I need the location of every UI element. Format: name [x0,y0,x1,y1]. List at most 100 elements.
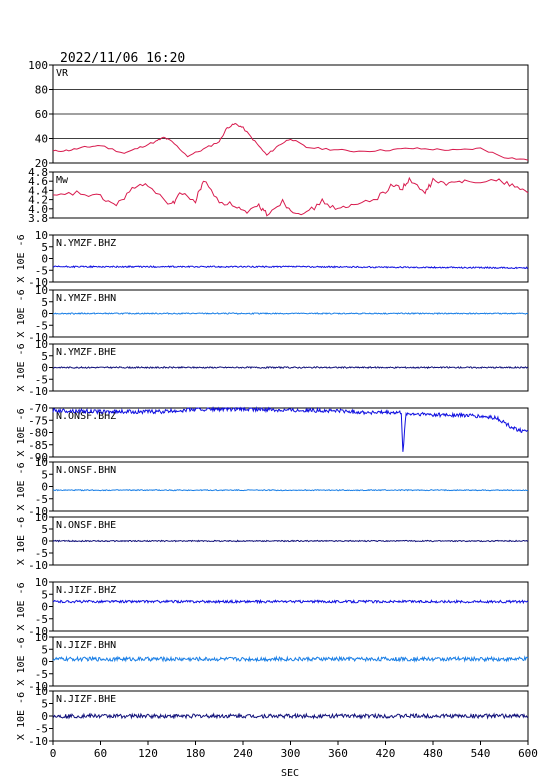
x-tick-label: 180 [186,747,206,760]
units-label: X 10E -6 [16,582,27,630]
y-tick-label: 0 [41,656,48,669]
y-tick-label: -10 [28,735,48,748]
y-tick-label: 100 [28,59,48,72]
y-tick-label: -5 [35,613,48,626]
panel-label: N.YMZF.BHN [56,293,116,304]
y-tick-label: 4.8 [28,166,48,179]
y-tick-label: -75 [28,414,48,427]
y-tick-label: -10 [28,559,48,572]
x-tick-label: 60 [94,747,107,760]
y-tick-label: 5 [41,523,48,536]
y-tick-label: 5 [41,296,48,309]
y-tick-label: -10 [28,680,48,693]
y-tick-label: 3.8 [28,212,48,225]
panel-label: N.YMZF.BHZ [56,238,116,249]
y-tick-label: -5 [35,668,48,681]
y-tick-label: 4.0 [28,203,48,216]
panel-label: N.JIZF.BHE [56,694,116,705]
y-tick-label: 4.6 [28,175,48,188]
y-tick-label: 0 [41,535,48,548]
trace-line [52,365,529,370]
units-label: X 10E -6 [16,517,27,565]
y-tick-label: 10 [35,456,48,469]
trace-line [52,122,529,161]
units-label: X 10E -6 [16,289,27,337]
units-label: X 10E -6 [16,637,27,685]
x-tick-label: 540 [471,747,491,760]
y-tick-label: 5 [41,698,48,711]
x-tick-label: 300 [281,747,301,760]
y-tick-label: 0 [41,253,48,266]
trace-line [52,598,529,605]
trace-line [52,539,529,543]
panel-frame [52,461,529,512]
x-tick-label: 360 [328,747,348,760]
panel-label: N.ONSF.BHN [56,465,116,476]
units-label: X 10E -6 [16,234,27,282]
x-axis-label: SEC [281,768,299,779]
x-tick-label: 0 [50,747,57,760]
y-tick-label: 5 [41,468,48,481]
y-tick-label: -5 [35,264,48,277]
trace-line [52,312,529,315]
figure-title: 2022/11/06 16:20 [60,51,185,66]
y-tick-label: 10 [35,685,48,698]
panel-label: Mw [56,175,69,186]
trace-line [52,176,529,217]
y-tick-label: 10 [35,284,48,297]
y-tick-label: -10 [28,505,48,518]
y-tick-label: -5 [35,547,48,560]
x-tick-label: 600 [518,747,538,760]
y-tick-label: -80 [28,427,48,440]
panel-frame [52,234,529,283]
panel-frame [52,636,529,687]
y-tick-label: 60 [35,108,48,121]
y-tick-label: 4.4 [28,184,48,197]
y-tick-label: 10 [35,576,48,589]
y-tick-label: -10 [28,331,48,344]
panel-label: N.ONSF.BHE [56,520,116,531]
y-tick-label: -85 [28,439,48,452]
y-tick-label: 80 [35,84,48,97]
panel-label: N.JIZF.BHN [56,640,116,651]
y-tick-label: 0 [41,710,48,723]
x-tick-label: 420 [376,747,396,760]
y-tick-label: -5 [35,319,48,332]
panel-label: N.JIZF.BHZ [56,585,116,596]
y-tick-label: 4.2 [28,194,48,207]
panel-label: N.YMZF.BHE [56,347,116,358]
trace-line [52,489,529,492]
y-tick-label: 10 [35,511,48,524]
y-tick-label: 0 [41,481,48,494]
y-tick-label: 0 [41,308,48,321]
panel-n-onsf-bhz: -70-75-80-85-90 N.ONSF.BHZ X 10E -6 [16,402,529,464]
y-tick-label: -70 [28,402,48,415]
y-tick-label: 10 [35,631,48,644]
y-tick-label: 5 [41,241,48,254]
y-tick-label: -5 [35,373,48,386]
y-tick-label: 40 [35,133,48,146]
y-tick-label: 5 [41,350,48,363]
panel-vr: 100 80 60 40 20 VR [28,59,529,170]
x-tick-label: 240 [233,747,253,760]
y-tick-label: -10 [28,276,48,289]
y-tick-label: 10 [35,229,48,242]
y-tick-label: 20 [35,157,48,170]
trace-line [52,712,529,720]
y-tick-label: 5 [41,588,48,601]
trace-line [52,406,529,452]
y-tick-label: -10 [28,625,48,638]
panel-frame [52,581,529,632]
trace-line [52,655,529,663]
units-label: X 10E -6 [16,408,27,456]
y-tick-label: 0 [41,362,48,375]
